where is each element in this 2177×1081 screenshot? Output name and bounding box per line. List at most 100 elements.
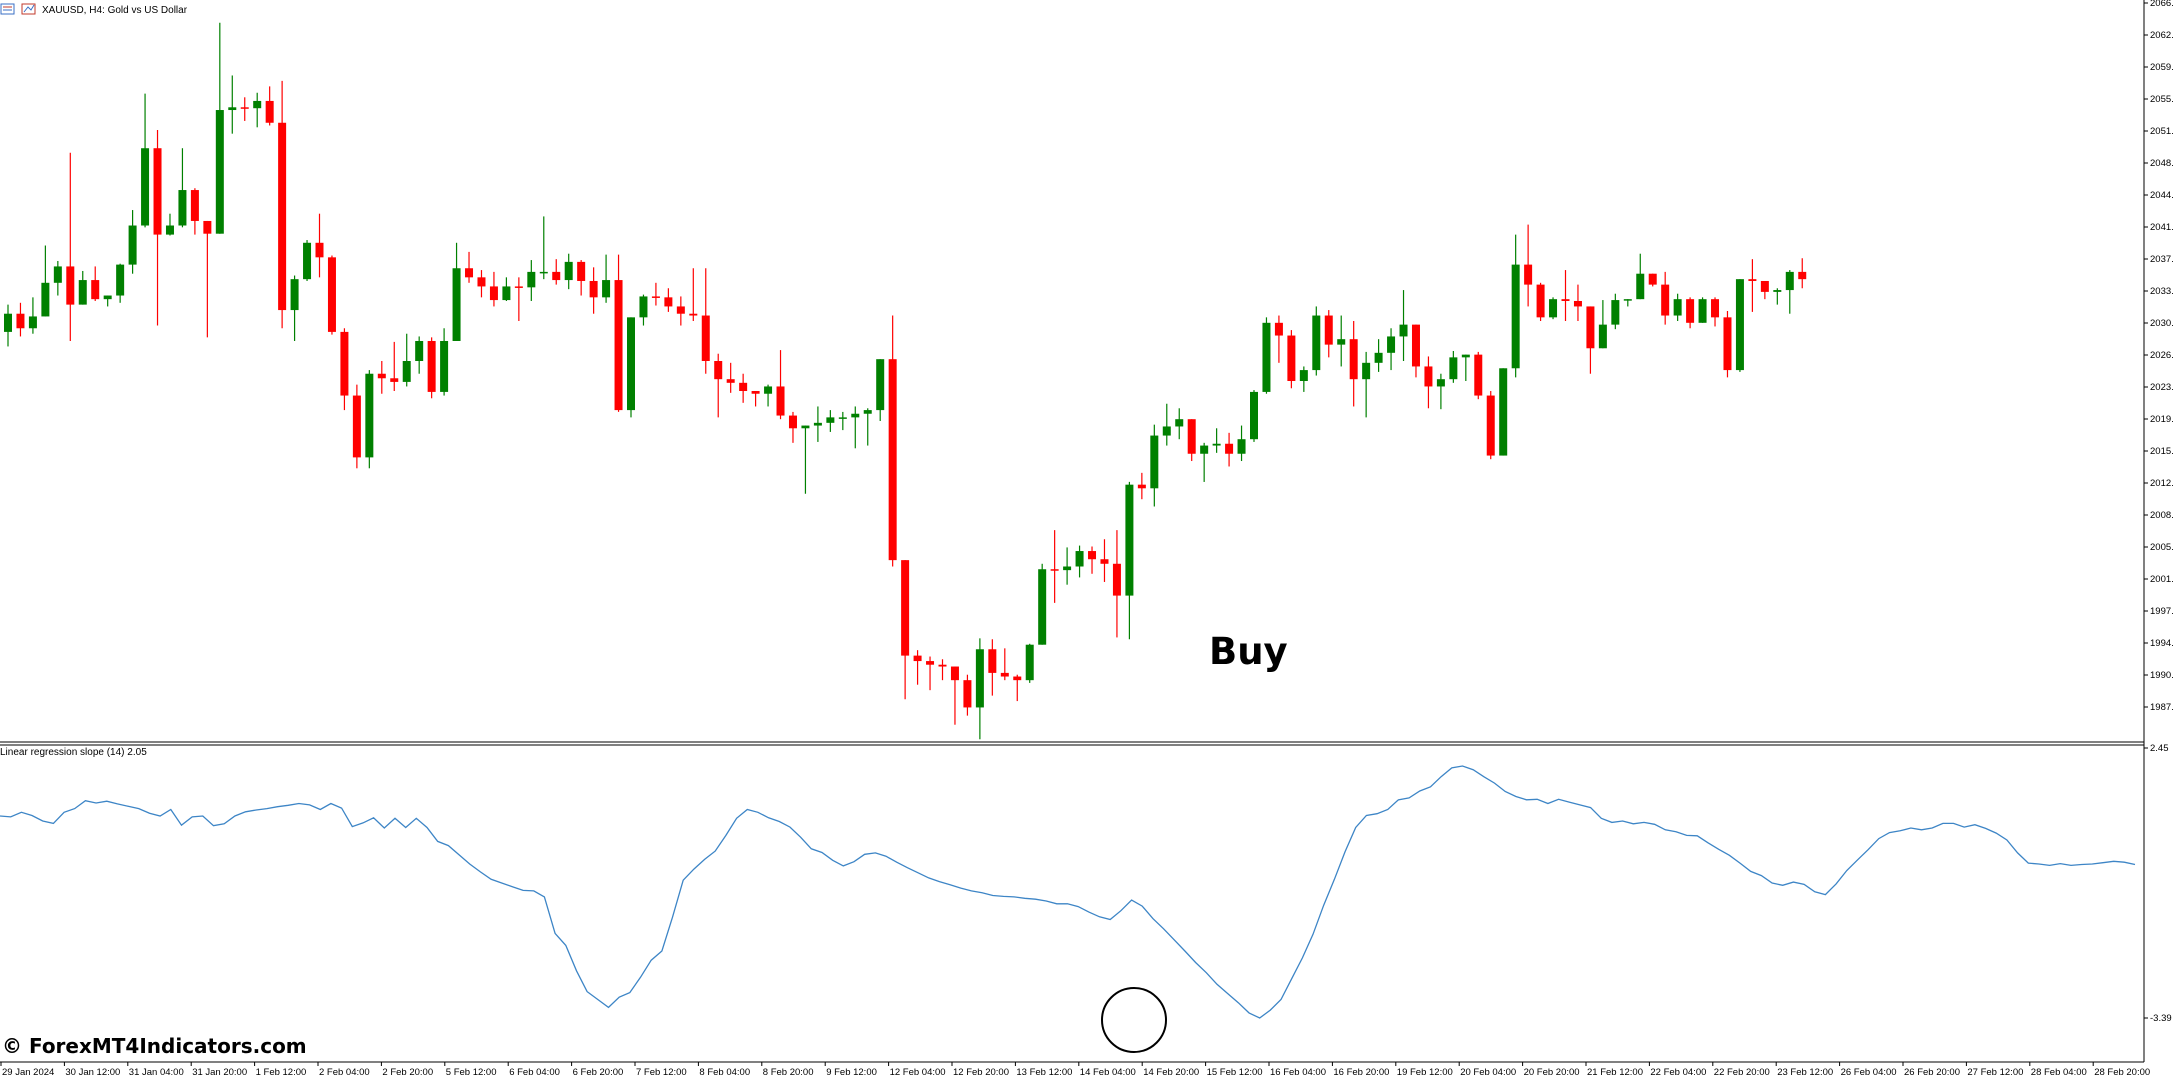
bear-candle-body — [701, 315, 710, 361]
bull-candle-body — [1025, 644, 1034, 681]
bear-candle-body — [1711, 299, 1720, 318]
time-tick-label: 23 Feb 12:00 — [1777, 1067, 1833, 1078]
bear-candle-body — [614, 280, 623, 411]
bull-candle-body — [502, 286, 511, 301]
bull-candle-body — [415, 340, 424, 361]
bull-candle-body — [141, 148, 150, 226]
bull-candle-body — [1387, 336, 1396, 353]
bull-candle-body — [78, 280, 87, 305]
bull-candle-body — [1262, 322, 1271, 392]
time-tick-label: 19 Feb 12:00 — [1397, 1067, 1453, 1078]
bull-candle-body — [602, 280, 611, 298]
bear-candle-body — [1349, 339, 1358, 380]
bull-candle-body — [639, 296, 648, 318]
bear-candle-body — [1686, 299, 1695, 323]
bear-candle-body — [1287, 335, 1296, 382]
bull-candle-body — [228, 107, 237, 111]
time-tick-label: 31 Jan 04:00 — [129, 1067, 184, 1078]
price-tick-label: 2044. — [2150, 190, 2174, 201]
bull-candle-body — [128, 225, 137, 265]
bear-candle-body — [1586, 306, 1595, 349]
bear-candle-body — [963, 680, 972, 708]
time-tick-label: 7 Feb 12:00 — [636, 1067, 687, 1078]
price-tick-label: 2030. — [2150, 318, 2174, 329]
time-tick-label: 8 Feb 04:00 — [699, 1067, 750, 1078]
bull-candle-body — [103, 295, 112, 300]
bull-candle-body — [863, 410, 872, 414]
bear-candle-body — [1000, 672, 1009, 677]
bull-candle-body — [564, 261, 573, 281]
bull-candle-body — [365, 373, 374, 458]
bull-candle-body — [4, 313, 12, 332]
chart-settings-icon[interactable] — [21, 3, 36, 15]
bull-candle-body — [1735, 279, 1744, 371]
bear-candle-body — [714, 360, 723, 380]
bull-candle-body — [627, 317, 635, 411]
time-tick-label: 12 Feb 20:00 — [953, 1067, 1009, 1078]
chart-title: XAUUSD, H4: Gold vs US Dollar — [42, 5, 188, 16]
bear-candle-body — [265, 100, 274, 123]
bear-candle-body — [651, 296, 660, 298]
bull-candle-body — [838, 417, 847, 419]
time-tick-label: 29 Jan 2024 — [2, 1067, 54, 1078]
bear-candle-body — [1573, 300, 1582, 307]
price-axis: 2066. 2062. 2059. 2055. 2051. 2048. 2044. 2041.… — [2144, 0, 2174, 713]
bull-candle-body — [303, 242, 312, 280]
price-tick-label: 2055. — [2150, 94, 2174, 105]
bear-candle-body — [514, 286, 523, 288]
bull-candle-body — [1063, 566, 1072, 571]
bear-candle-body — [1648, 273, 1657, 285]
price-tick-label: 2062. — [2150, 30, 2174, 41]
bear-candle-body — [1424, 366, 1433, 387]
bull-candle-body — [764, 386, 773, 394]
bull-candle-body — [53, 266, 62, 283]
price-tick-label: 1994. — [2150, 638, 2174, 649]
time-tick-label: 14 Feb 04:00 — [1080, 1067, 1136, 1078]
bear-candle-body — [888, 359, 897, 561]
bull-candle-body — [1511, 264, 1520, 369]
bull-candle-body — [801, 425, 810, 429]
time-tick-label: 22 Feb 20:00 — [1714, 1067, 1770, 1078]
bear-candle-body — [1324, 315, 1333, 345]
price-tick-label: 2005. — [2150, 542, 2174, 553]
bear-candle-body — [1274, 322, 1283, 336]
bull-candle-body — [1399, 324, 1408, 337]
time-tick-label: 28 Feb 20:00 — [2094, 1067, 2150, 1078]
bear-candle-body — [1561, 299, 1570, 301]
bull-candle-body — [876, 359, 885, 411]
price-tick-label: 1997. — [2150, 606, 2174, 617]
bear-candle-body — [1411, 324, 1420, 367]
bear-candle-body — [203, 220, 212, 234]
watermark: © ForexMT4Indicators.com — [2, 1034, 307, 1058]
bull-candle-body — [813, 422, 822, 426]
bear-candle-body — [1486, 395, 1495, 456]
chart-window-icon[interactable] — [0, 3, 15, 15]
bull-candle-body — [1549, 299, 1558, 318]
bear-candle-body — [988, 649, 997, 673]
price-tick-label: 2001. — [2150, 574, 2174, 585]
bull-candle-body — [1337, 339, 1346, 345]
bear-candle-body — [16, 313, 25, 329]
bull-candle-body — [1250, 391, 1258, 440]
bull-candle-body — [826, 417, 835, 423]
time-axis: 29 Jan 2024 30 Jan 12:00 31 Jan 04:00 31 Ja… — [0, 1062, 2150, 1078]
bull-candle-body — [1436, 379, 1445, 387]
bear-candle-body — [739, 382, 748, 392]
price-tick-label: 1990. — [2150, 670, 2174, 681]
bull-candle-body — [1499, 368, 1508, 456]
price-tick-label: 2048. — [2150, 158, 2174, 169]
indicator-axis: 2.45 -3.39 — [2144, 743, 2172, 1024]
price-tick-label: 2015. — [2150, 446, 2174, 457]
bull-candle-body — [975, 649, 984, 708]
bear-candle-body — [901, 560, 910, 656]
bear-candle-body — [1536, 284, 1545, 318]
bear-candle-body — [190, 190, 199, 221]
price-tick-label: 2019. — [2150, 414, 2174, 425]
bear-candle-body — [1013, 676, 1022, 681]
bear-candle-body — [1723, 317, 1732, 371]
bull-candle-body — [28, 316, 37, 329]
bear-candle-body — [340, 331, 349, 396]
bear-candle-body — [1050, 569, 1059, 571]
bear-candle-body — [1088, 551, 1097, 560]
